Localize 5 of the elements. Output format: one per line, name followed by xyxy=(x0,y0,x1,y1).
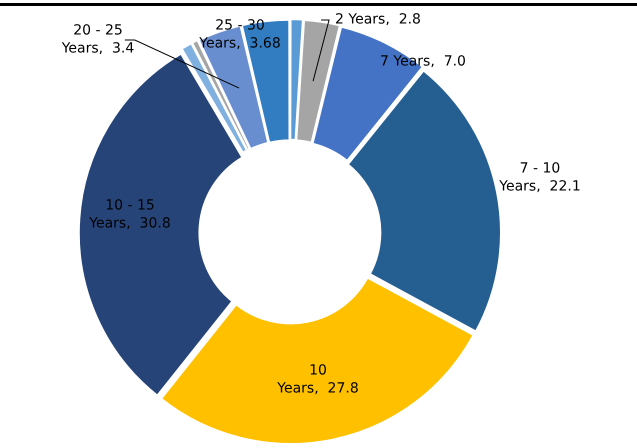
slice-label: 10 Years, 27.8 xyxy=(276,362,359,397)
slice-label: 10 - 15 Years, 30.8 xyxy=(88,198,171,232)
slice-label: 20 - 25 Years, 3.4 xyxy=(60,22,134,57)
slice-label: 7 - 10 Years, 22.1 xyxy=(498,160,581,195)
slice-label: 2 Years, 2.8 xyxy=(335,12,421,28)
